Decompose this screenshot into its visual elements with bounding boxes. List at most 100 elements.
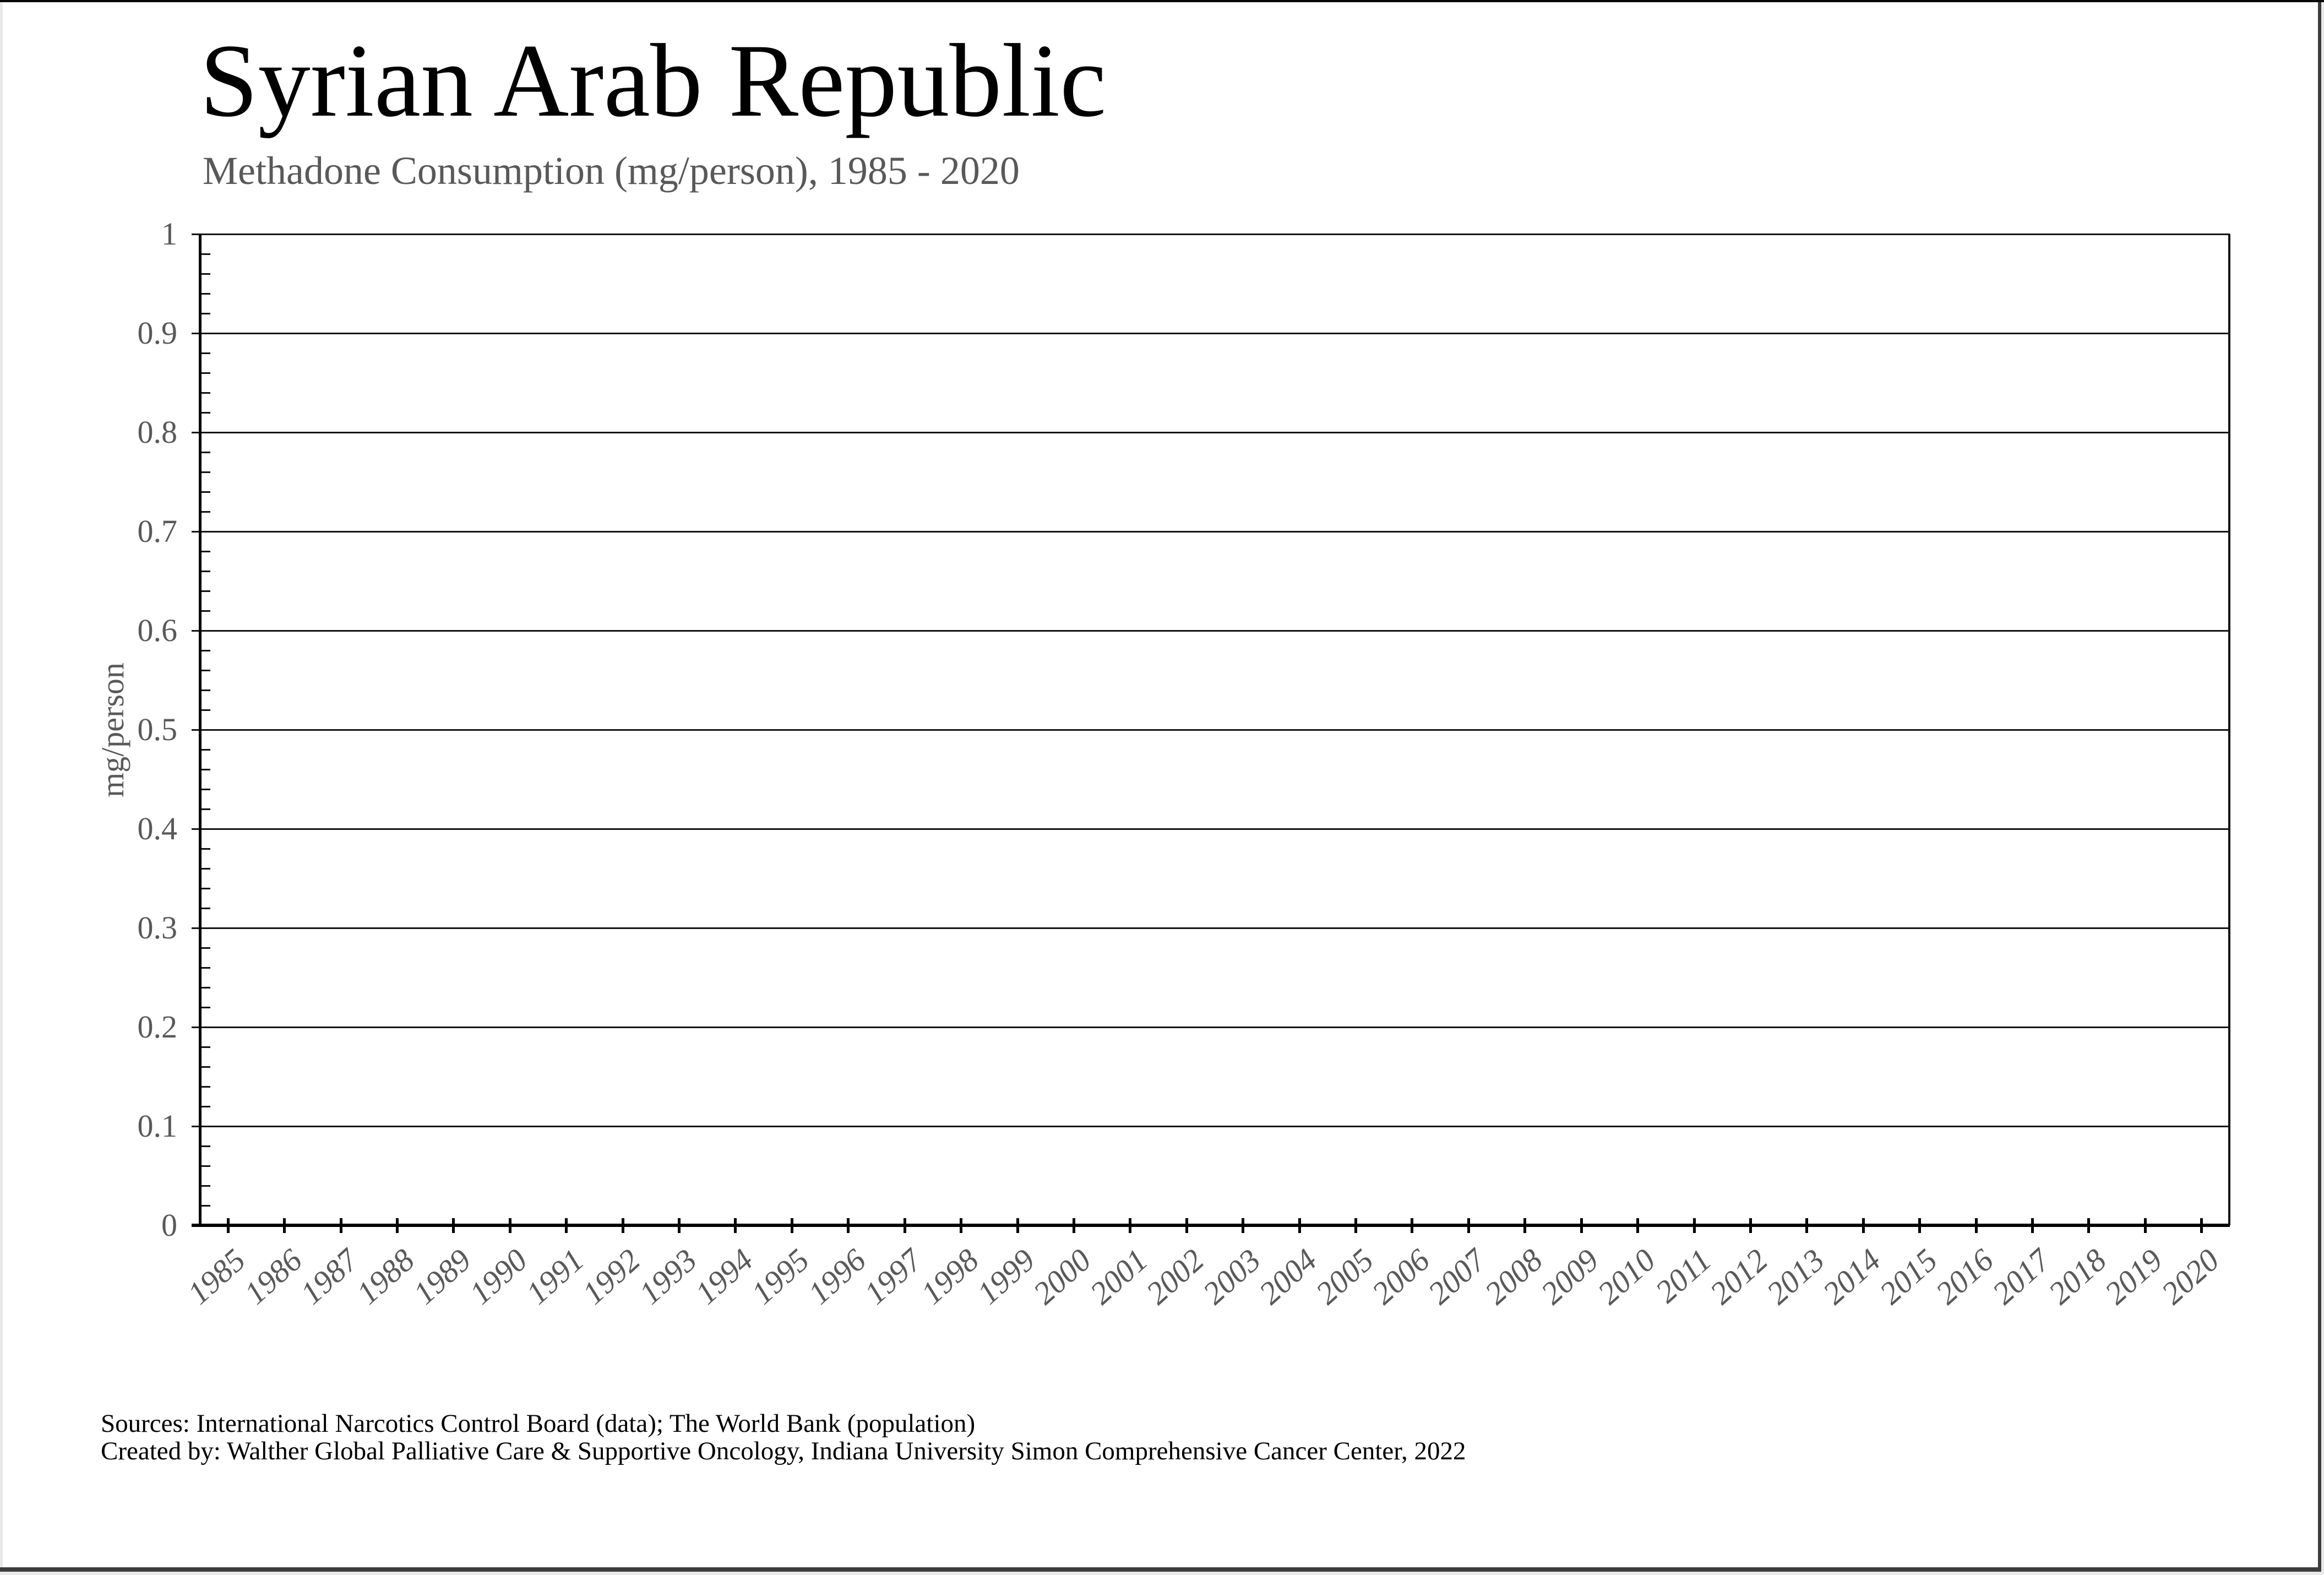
y-tick-label: 0.9 [137, 315, 178, 351]
y-minor-tick [202, 808, 210, 810]
x-tick-label: 2001 [1082, 1242, 1155, 1311]
source-note: Sources: International Narcotics Control… [101, 1410, 1466, 1465]
y-tick-label: 0.8 [137, 414, 178, 450]
y-tick-label: 1 [161, 216, 177, 252]
window-edge-bottom [0, 1572, 2324, 1575]
x-tick-label: 1994 [688, 1242, 760, 1311]
x-tick [1072, 1218, 1075, 1233]
chart-subtitle: Methadone Consumption (mg/person), 1985 … [203, 149, 1020, 193]
gridline [192, 531, 2230, 533]
y-minor-tick [202, 888, 210, 889]
y-tick-label: 0.4 [137, 811, 178, 846]
window-border-bottom [0, 1567, 2321, 1572]
x-tick-label: 1999 [970, 1242, 1042, 1311]
y-minor-tick [202, 372, 210, 374]
y-axis-title: mg/person [94, 662, 130, 797]
y-tick-label: 0.3 [137, 910, 178, 946]
gridline [192, 1027, 2230, 1028]
x-tick [1918, 1218, 1922, 1233]
x-tick [1242, 1218, 1245, 1233]
x-tick-label: 2004 [1252, 1242, 1324, 1311]
gridline [192, 233, 2230, 235]
x-tick-label: 2014 [1816, 1242, 1888, 1311]
x-tick-label: 2018 [2042, 1242, 2113, 1311]
x-tick-label: 1989 [406, 1242, 478, 1311]
window-border-top [0, 0, 2324, 2]
x-tick-label: 2003 [1195, 1242, 1267, 1311]
x-tick-label: 1995 [744, 1242, 817, 1311]
x-tick [1467, 1218, 1470, 1233]
y-tick-label: 0.2 [137, 1009, 178, 1045]
x-tick [2143, 1218, 2147, 1233]
y-tick-label: 0 [161, 1207, 177, 1243]
x-tick [452, 1218, 455, 1233]
y-minor-tick [202, 1007, 210, 1008]
y-minor-tick [202, 848, 210, 850]
x-tick-label: 2000 [1026, 1242, 1098, 1311]
window-border-right [2318, 2, 2321, 1572]
x-tick-label: 2008 [1477, 1242, 1549, 1311]
x-tick-label: 2016 [1929, 1242, 2000, 1311]
y-minor-tick [202, 551, 210, 552]
x-tick [1580, 1218, 1583, 1233]
x-tick [1016, 1218, 1019, 1233]
x-tick-label: 2015 [1872, 1242, 1944, 1311]
y-minor-tick [202, 670, 210, 671]
y-tick-label: 0.1 [137, 1108, 178, 1144]
y-tick-label: 0.7 [137, 513, 178, 549]
x-tick-label: 1988 [350, 1242, 422, 1311]
window-edge-right [2321, 2, 2324, 1575]
gridline [192, 333, 2230, 334]
x-tick-label: 2012 [1703, 1242, 1775, 1311]
x-tick [1411, 1218, 1414, 1233]
y-minor-tick [202, 590, 210, 592]
y-minor-tick [202, 1106, 210, 1107]
y-minor-tick [202, 967, 210, 969]
gridline [192, 927, 2230, 929]
gridline [192, 432, 2230, 433]
x-tick [1354, 1218, 1358, 1233]
x-tick [339, 1218, 342, 1233]
x-tick [395, 1218, 399, 1233]
x-tick [2087, 1218, 2091, 1233]
y-minor-tick [202, 947, 210, 949]
source-line-2: Created by: Walther Global Palliative Ca… [101, 1437, 1466, 1465]
x-tick-label: 2013 [1759, 1242, 1831, 1311]
x-tick-label: 1987 [293, 1242, 365, 1311]
y-minor-tick [202, 610, 210, 612]
x-tick [1636, 1218, 1640, 1233]
x-tick [790, 1218, 793, 1233]
y-minor-tick [202, 709, 210, 711]
x-tick [1298, 1218, 1301, 1233]
plot-border-right [2228, 234, 2230, 1225]
y-minor-tick [202, 749, 210, 751]
y-minor-tick [202, 1185, 210, 1187]
window-edge-left [0, 2, 3, 1575]
y-minor-tick [202, 689, 210, 691]
x-tick-label: 2006 [1365, 1242, 1436, 1311]
x-tick-label: 2009 [1534, 1242, 1606, 1311]
x-tick [847, 1218, 850, 1233]
x-tick-label: 1998 [913, 1242, 986, 1311]
y-minor-tick [202, 471, 210, 473]
y-minor-tick [202, 1205, 210, 1207]
x-tick-label: 2010 [1590, 1242, 1662, 1311]
y-minor-tick [202, 789, 210, 790]
y-minor-tick [202, 987, 210, 989]
y-minor-tick [202, 491, 210, 493]
y-tick-label: 0.6 [137, 612, 178, 648]
x-tick-label: 1990 [462, 1242, 535, 1311]
x-tick [960, 1218, 963, 1233]
x-tick [621, 1218, 624, 1233]
y-minor-tick [202, 452, 210, 453]
x-tick-label: 2007 [1421, 1242, 1493, 1311]
source-line-1: Sources: International Narcotics Control… [101, 1409, 976, 1438]
y-minor-tick [202, 392, 210, 394]
x-tick [565, 1218, 568, 1233]
gridline [192, 1126, 2230, 1127]
x-tick-label: 2002 [1139, 1242, 1211, 1311]
y-minor-tick [202, 1165, 210, 1167]
y-minor-tick [202, 511, 210, 513]
x-tick [2031, 1218, 2034, 1233]
